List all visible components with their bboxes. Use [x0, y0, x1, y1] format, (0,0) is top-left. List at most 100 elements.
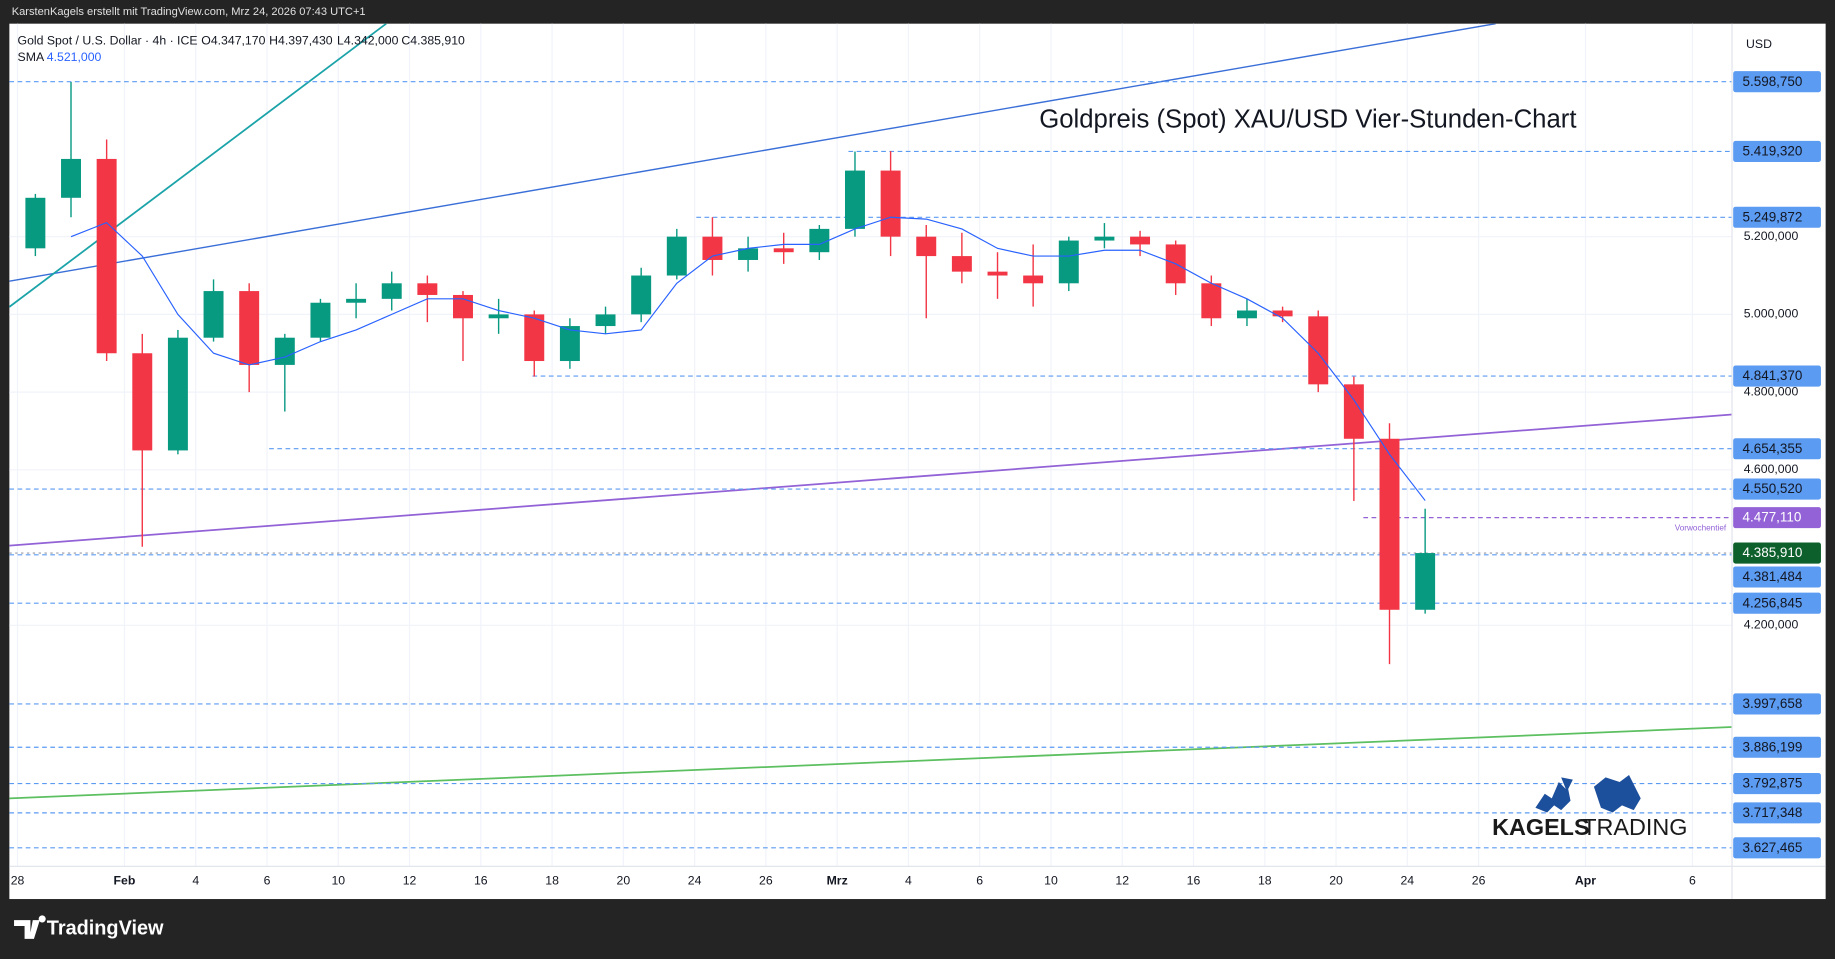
- price-label: 4.477,110: [1743, 510, 1802, 525]
- candle-body: [987, 271, 1008, 276]
- x-tick-label: 20: [617, 874, 631, 888]
- trendline: [9, 413, 1733, 547]
- price-label: 3.627,465: [1743, 840, 1803, 855]
- candle-body: [1415, 553, 1436, 610]
- price-label: 4.385,910: [1743, 545, 1803, 560]
- candle-body: [239, 291, 260, 365]
- price-label-box: [1733, 507, 1821, 529]
- candle-body: [880, 170, 901, 237]
- candle-body: [559, 326, 580, 362]
- x-tick-label: 24: [1400, 874, 1414, 888]
- x-tick-label: 18: [545, 874, 559, 888]
- price-label: 4.550,520: [1743, 481, 1803, 496]
- candle-body: [203, 291, 224, 338]
- price-label-box: [1733, 736, 1821, 758]
- price-label-box: [1733, 837, 1821, 859]
- x-tick-label: 4: [192, 874, 199, 888]
- y-tick-label: 4.200,000: [1744, 618, 1799, 632]
- price-label-box: [1733, 542, 1821, 564]
- candle-body: [631, 275, 652, 315]
- bull-icon: [1535, 777, 1573, 813]
- price-label: 3.886,199: [1743, 739, 1803, 754]
- price-label-box: [1733, 206, 1821, 228]
- candle-body: [346, 298, 367, 303]
- candle-body: [951, 256, 972, 272]
- sma-value: 4.521,000: [47, 50, 102, 64]
- attribution: KarstenKagels erstellt mit TradingView.c…: [12, 6, 366, 18]
- weekly-low-note: Vorwochentief: [1675, 523, 1727, 532]
- bear-icon: [1593, 774, 1641, 813]
- price-label: 3.997,658: [1743, 696, 1803, 711]
- footer-brand: TradingView: [47, 918, 164, 940]
- annotation-title: Goldpreis (Spot) XAU/USD Vier-Stunden-Ch…: [1039, 106, 1576, 134]
- x-tick-label: 10: [1044, 874, 1058, 888]
- candle-body: [167, 337, 188, 451]
- y-tick-label: 5.000,000: [1744, 307, 1799, 321]
- x-tick-label: 16: [1187, 874, 1201, 888]
- x-tick-label: 10: [331, 874, 345, 888]
- price-label-box: [1733, 478, 1821, 500]
- ohlc-low: L4.342,000: [337, 33, 399, 47]
- price-label: 5.598,750: [1743, 74, 1803, 89]
- trendline: [9, 726, 1733, 800]
- price-axis: 4.200,000 4.600,000 4.800,000 5.000,000 5.20…: [11, 71, 1821, 888]
- x-tick-label: 28: [11, 874, 25, 888]
- candle-body: [96, 158, 117, 354]
- price-label-box: [1733, 71, 1821, 93]
- price-label: 4.381,484: [1743, 569, 1803, 584]
- candle-body: [1236, 310, 1257, 319]
- candle-body: [61, 158, 81, 198]
- x-tick-label: Apr: [1575, 874, 1596, 888]
- footer: TradingView: [14, 915, 164, 940]
- ohlc-open: O4.347,170: [201, 33, 265, 47]
- candle-body: [1058, 240, 1079, 284]
- currency: USD: [1746, 37, 1772, 51]
- tv-icon: [14, 915, 46, 939]
- x-tick-label: 12: [403, 874, 417, 888]
- price-label-box: [1733, 592, 1821, 614]
- price-label: 5.249,872: [1743, 209, 1803, 224]
- trendlines: [9, 23, 1733, 800]
- logo-suffix: TRADING: [1582, 814, 1687, 840]
- candle-body: [1023, 275, 1044, 284]
- candle-body: [844, 170, 865, 229]
- candle-body: [773, 248, 794, 253]
- price-label: 4.841,370: [1743, 368, 1803, 383]
- candle-body: [1201, 283, 1222, 319]
- x-tick-label: 6: [1689, 874, 1696, 888]
- candle-body: [702, 236, 723, 260]
- x-tick-label: 20: [1329, 874, 1343, 888]
- x-tick-label: 26: [759, 874, 773, 888]
- logo-brand: KAGELS: [1492, 814, 1589, 840]
- candle-body: [1379, 438, 1400, 610]
- price-label-box: [1733, 566, 1821, 588]
- price-label-box: [1733, 693, 1821, 715]
- x-tick-label: 6: [264, 874, 271, 888]
- y-tick-label: 4.600,000: [1744, 462, 1799, 476]
- candle-body: [1343, 384, 1364, 439]
- x-tick-label: 26: [1472, 874, 1486, 888]
- candles: [25, 81, 1436, 665]
- candle-body: [274, 337, 295, 365]
- candle-body: [1308, 316, 1329, 385]
- x-tick-label: 16: [474, 874, 488, 888]
- trendline: [9, 23, 387, 308]
- trendline: [9, 23, 1496, 282]
- price-label: 4.256,845: [1743, 595, 1803, 610]
- y-tick-label: 5.200,000: [1744, 229, 1799, 243]
- x-tick-label: 4: [905, 874, 912, 888]
- price-label-box: [1733, 773, 1821, 795]
- price-label-box: [1733, 140, 1821, 162]
- candle-body: [132, 353, 153, 451]
- chart-panel: [9, 23, 1826, 900]
- logo: KAGELS TRADING: [1492, 774, 1687, 840]
- price-label: 4.654,355: [1743, 441, 1803, 456]
- candle-body: [25, 197, 46, 249]
- price-label: 3.717,348: [1743, 805, 1803, 820]
- x-tick-label: 24: [688, 874, 702, 888]
- candle-body: [381, 283, 402, 299]
- sma-line: [70, 216, 1426, 501]
- price-label: 5.419,320: [1743, 144, 1803, 159]
- grid: [9, 23, 1733, 867]
- candle-body: [916, 236, 937, 257]
